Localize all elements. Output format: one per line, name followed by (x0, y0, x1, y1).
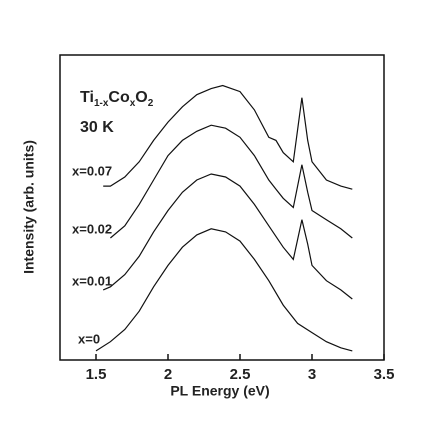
spectrum-line (102, 173, 353, 300)
series-label: x=0.01 (72, 273, 112, 288)
temperature-label: 30 K (80, 119, 114, 136)
material-part: Ti (80, 89, 94, 106)
spectrum-line (95, 228, 353, 352)
material-part: x (130, 98, 136, 109)
x-tick-label: 3 (308, 366, 316, 383)
x-tick-label: 3.5 (374, 366, 395, 383)
material-part: Co (108, 89, 130, 106)
x-tick-label: 2 (164, 366, 172, 383)
y-axis-label: Intensity (arb. units) (21, 140, 37, 274)
spectrum-line (110, 124, 353, 239)
x-tick-label: 1.5 (86, 366, 107, 383)
series-label: x=0.02 (72, 221, 112, 236)
x-tick-label: 2.5 (230, 366, 251, 383)
material-part: 2 (148, 98, 154, 109)
material-part: 1-x (94, 98, 109, 109)
x-axis-label: PL Energy (eV) (170, 383, 269, 399)
series-label: x=0 (78, 331, 100, 346)
material-part: O (135, 89, 147, 106)
material-label: Ti1-xCoxO2 (80, 89, 154, 108)
spectrum-line (103, 84, 353, 190)
series-label: x=0.07 (72, 163, 112, 178)
plot-frame (59, 54, 385, 361)
